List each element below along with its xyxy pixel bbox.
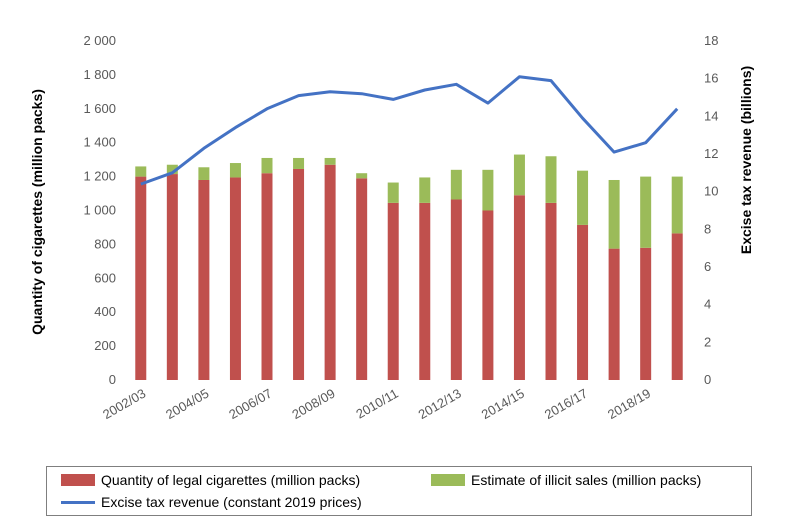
bar-illicit-2019/20: [671, 176, 683, 234]
bar-illicit-2007/08: [293, 157, 305, 169]
bar-illicit-2004/05: [198, 167, 210, 180]
revenue-line: [140, 75, 679, 186]
y2-tick-label: 16: [704, 71, 718, 86]
x-tick-label: 2004/05: [163, 386, 211, 422]
legal-swatch: [61, 474, 95, 486]
bar-illicit-2017/18: [608, 179, 620, 249]
bar-illicit-2015/16: [545, 156, 557, 203]
x-tick-label: 2018/19: [605, 386, 653, 422]
bar-legal-2011/12: [419, 202, 431, 380]
bar-legal-2008/09: [324, 164, 336, 380]
y-tick-label: 1 800: [83, 67, 116, 82]
bars-layer: [135, 154, 683, 380]
bar-illicit-2013/14: [482, 169, 494, 211]
y-tick-label: 1 600: [83, 101, 116, 116]
y-tick-label: 1 400: [83, 135, 116, 150]
x-tick-label: 2008/09: [289, 386, 337, 422]
y-tick-label: 600: [94, 270, 116, 285]
x-tick-label: 2010/11: [353, 386, 400, 422]
bar-legal-2016/17: [577, 224, 589, 380]
y2-tick-label: 18: [704, 33, 718, 48]
bar-illicit-2016/17: [577, 170, 589, 225]
bar-illicit-2010/11: [387, 182, 399, 203]
y-axis-title: Quantity of cigarettes (million packs): [29, 89, 45, 335]
legend: Quantity of legal cigarettes (million pa…: [46, 466, 752, 516]
bar-illicit-2002/03: [135, 166, 147, 177]
bar-illicit-2014/15: [513, 154, 525, 196]
x-tick-label: 2006/07: [226, 386, 274, 422]
legend-label-legal: Quantity of legal cigarettes (million pa…: [101, 472, 361, 488]
y2-tick-label: 14: [704, 108, 718, 123]
combo-chart: 0 200 400 600 800 1 000 1 200 1 400 1 600 1 800 2 …: [29, 33, 754, 422]
x-tick-label: 2014/15: [479, 386, 527, 422]
y2-axis-title: Excise tax revenue (billions): [738, 66, 754, 254]
bar-legal-2004/05: [198, 179, 210, 380]
y2-tick-label: 0: [704, 372, 711, 387]
y2-tick-label: 2: [704, 334, 711, 349]
bar-illicit-2012/13: [450, 169, 462, 200]
bar-legal-2005/06: [229, 177, 241, 380]
y-tick-label: 1 200: [83, 169, 116, 184]
y-tick-label: 400: [94, 304, 116, 319]
y2-tick-label: 8: [704, 221, 711, 236]
legend-label-illicit: Estimate of illicit sales (million packs…: [471, 472, 702, 488]
bar-legal-2002/03: [135, 176, 147, 380]
bar-legal-2017/18: [608, 248, 620, 380]
y-tick-label: 0: [109, 372, 116, 387]
x-tick-label: 2016/17: [542, 386, 590, 422]
bar-illicit-2008/09: [324, 157, 336, 165]
legend-item-legal: Quantity of legal cigarettes (million pa…: [61, 472, 360, 488]
bar-legal-2003/04: [166, 174, 178, 380]
left-axis-ticks: 0 200 400 600 800 1 000 1 200 1 400 1 600 1 800 2 …: [83, 33, 116, 387]
y-tick-label: 200: [94, 338, 116, 353]
bar-legal-2014/15: [513, 195, 525, 380]
x-tick-label: 2012/13: [416, 386, 464, 422]
x-tick-label: 2002/03: [100, 386, 148, 422]
revenue-swatch: [61, 500, 95, 504]
bar-illicit-2003/04: [166, 164, 178, 175]
bar-illicit-2018/19: [640, 176, 652, 248]
bar-legal-2018/19: [640, 247, 652, 380]
y2-tick-label: 12: [704, 146, 718, 161]
legend-item-revenue: Excise tax revenue (constant 2019 prices…: [61, 494, 362, 510]
y-tick-label: 800: [94, 236, 116, 251]
legend-item-illicit: Estimate of illicit sales (million packs…: [431, 472, 701, 488]
y-tick-label: 1 000: [83, 203, 116, 218]
bar-illicit-2005/06: [229, 163, 241, 178]
bar-legal-2019/20: [671, 233, 683, 380]
bar-legal-2007/08: [293, 168, 305, 380]
y2-tick-label: 6: [704, 259, 711, 274]
illicit-swatch: [431, 474, 465, 486]
y2-tick-label: 4: [704, 297, 711, 312]
bar-legal-2009/10: [356, 178, 368, 380]
y2-tick-label: 10: [704, 184, 718, 199]
bar-illicit-2009/10: [356, 173, 368, 179]
x-axis-ticks: 2002/03 2004/05 2006/07 2008/09 2010/11 2012/…: [100, 386, 653, 422]
line-layer: [140, 75, 679, 186]
right-axis-ticks: 0 2 4 6 8 10 12 14 16 18: [704, 33, 718, 387]
y-tick-label: 2 000: [83, 33, 116, 48]
bar-legal-2012/13: [450, 199, 462, 380]
bar-legal-2015/16: [545, 202, 557, 380]
bar-legal-2010/11: [387, 202, 399, 380]
bar-illicit-2011/12: [419, 177, 431, 203]
bar-illicit-2006/07: [261, 157, 273, 174]
legend-label-revenue: Excise tax revenue (constant 2019 prices…: [101, 494, 362, 510]
bar-legal-2006/07: [261, 173, 273, 380]
bar-legal-2013/14: [482, 210, 494, 380]
